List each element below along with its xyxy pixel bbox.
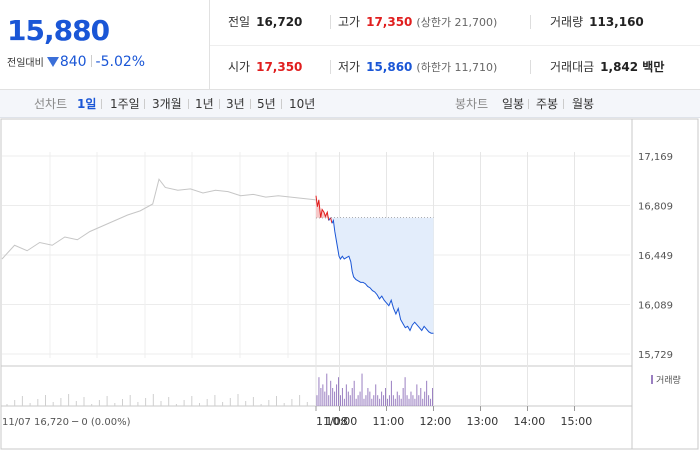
today-series-down [331,218,434,334]
toolbar-divider [144,99,145,109]
chart-toolbar: 선차트 1일 1주일 3개월 1년 3년 5년 10년 봉차트 일봉 주봉 월봉 [0,90,700,118]
line-chart-label: 선차트 [34,97,68,111]
prev-day-caption: 11/07 16,720 ─ 0 (0.00%) [2,417,131,428]
low-cell: 저가 15,860 (하한가 11,710) [338,45,497,90]
y-tick-label: 16,089 [638,301,673,312]
candle-weekly[interactable]: 주봉 [536,97,559,111]
today-series-up [330,217,333,224]
change-label: 전일대비 [7,58,44,69]
period-1w[interactable]: 1주일 [110,97,140,111]
prev-day-series [1,178,317,260]
candle-daily[interactable]: 일봉 [502,97,525,111]
period-1y[interactable]: 1년 [195,97,214,111]
prev-close-label: 전일 [228,15,251,29]
info-separator [330,60,331,74]
current-price: 15,880 [7,14,110,47]
change-row: 전일대비 840 -5.02% [7,54,145,70]
toolbar-divider [188,99,189,109]
high-value: 17,350 [366,15,413,29]
lower-limit: (하한가 11,710) [416,61,498,74]
quote-header: 15,880 전일대비 840 -5.02% 전일 16,720 고가 17,350 (상… [0,0,700,90]
x-tick-label: 10:00 [326,415,358,428]
prev-close-cell: 전일 16,720 [228,0,302,45]
upper-limit: (상한가 21,700) [416,16,498,29]
quote-info-grid: 전일 16,720 고가 17,350 (상한가 21,700) 거래량 113,160… [210,0,700,90]
volume-legend-label: 거래량 [656,374,681,386]
today-series-up [315,195,330,221]
volume-label: 거래량 [550,15,584,29]
x-tick-label: 11/08 [316,415,348,428]
price-chart-svg: 17,169 16,809 16,449 16,089 15,729 거래량 11/0810… [0,118,699,450]
info-separator [330,15,331,29]
y-tick-label: 17,169 [638,152,673,163]
candle-chart-label: 봉차트 [455,97,489,111]
info-row-divider [210,45,700,46]
x-tick-label: 14:00 [514,415,546,428]
below-reference-fill [316,217,434,334]
y-tick-label: 16,449 [638,251,673,262]
price-chart: 17,169 16,809 16,449 16,089 15,729 거래량 11/08 10… [0,118,700,450]
amount-cell: 거래대금 1,842 백만 [550,45,664,90]
change-percent: -5.02% [95,54,146,70]
open-value: 17,350 [256,60,303,74]
info-separator [530,60,531,74]
change-separator [90,55,92,67]
x-tick-label: 11:00 [373,415,405,428]
period-1d[interactable]: 1일 [77,97,97,111]
toolbar-divider [281,99,282,109]
above-reference-fill [316,195,434,218]
amount-label: 거래대금 [550,60,595,74]
period-3y[interactable]: 3년 [226,97,245,111]
period-3m[interactable]: 3개월 [152,97,182,111]
period-10y[interactable]: 10년 [289,97,316,111]
y-tick-label: 16,809 [638,202,673,213]
toolbar-divider [101,99,102,109]
x-tick-label: 15:00 [561,415,593,428]
prev-close-value: 16,720 [256,15,303,29]
down-triangle-icon [46,57,59,67]
low-value: 15,860 [366,60,413,74]
volume-value: 113,160 [589,15,644,29]
open-label: 시가 [228,60,251,74]
amount-value: 1,842 백만 [600,60,665,74]
volume-cell: 거래량 113,160 [550,0,644,45]
x-tick-label: 13:00 [467,415,499,428]
change-value: 840 [59,54,87,70]
high-label: 고가 [338,15,361,29]
price-summary: 15,880 전일대비 840 -5.02% [0,0,210,90]
volume-legend-swatch [651,375,653,384]
toolbar-divider [528,99,529,109]
high-cell: 고가 17,350 (상한가 21,700) [338,0,497,45]
x-tick-label: 12:00 [420,415,452,428]
chart-frame [0,118,699,450]
toolbar-divider [250,99,251,109]
toolbar-divider [563,99,564,109]
candle-monthly[interactable]: 월봉 [572,97,595,111]
low-label: 저가 [338,60,361,74]
period-5y[interactable]: 5년 [257,97,276,111]
info-separator [530,15,531,29]
toolbar-divider [219,99,220,109]
y-tick-label: 15,729 [638,350,673,361]
open-cell: 시가 17,350 [228,45,302,90]
